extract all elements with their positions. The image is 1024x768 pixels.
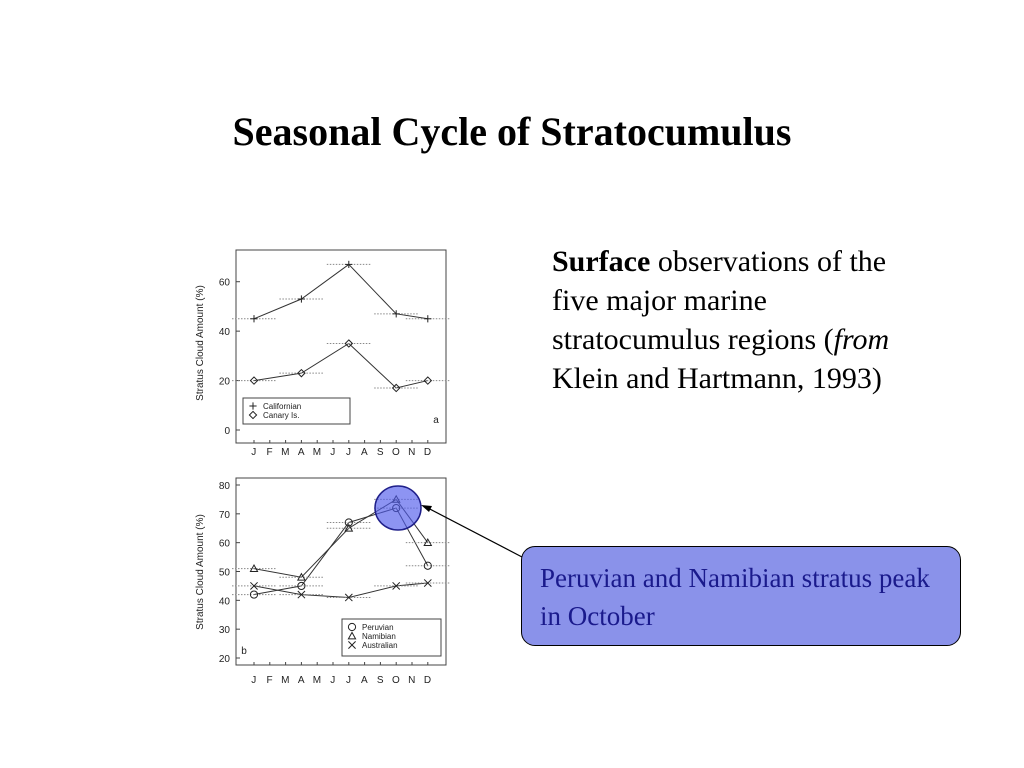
october-peak-highlight — [374, 485, 422, 531]
x-tick-label: F — [266, 675, 273, 686]
triangle-marker — [249, 563, 259, 572]
x-tick-label: A — [298, 447, 305, 458]
x-tick-label: D — [424, 675, 432, 686]
circle-marker — [344, 518, 353, 527]
y-tick-label: 60 — [219, 539, 231, 550]
x-marker-b — [250, 581, 258, 590]
y-tick-label: 50 — [219, 568, 231, 579]
x-tick-label: M — [281, 675, 290, 686]
series-canary-is — [232, 339, 450, 393]
panel-label: a — [433, 415, 439, 426]
y-tick-label: 60 — [219, 278, 231, 289]
x-marker-b — [392, 581, 401, 590]
slide-title: Seasonal Cycle of Stratocumulus — [232, 109, 792, 154]
circle-marker — [423, 561, 432, 570]
x-tick-label: S — [377, 675, 384, 686]
x-tick-label: M — [313, 675, 322, 686]
x-tick-label: J — [346, 675, 352, 686]
x-marker-b — [344, 593, 353, 602]
x-marker-b — [297, 590, 306, 599]
diamond-marker — [344, 339, 354, 348]
description-part2: Klein and Hartmann, 1993) — [552, 362, 882, 395]
panel-label: b — [241, 646, 247, 657]
legend-box — [341, 618, 442, 657]
peak-annotation — [374, 485, 523, 558]
series-line — [253, 582, 428, 598]
legend-entry: Californian — [263, 402, 301, 411]
x-tick-label: A — [361, 447, 368, 458]
y-axis-label: Stratus Cloud Amount (%) — [195, 514, 206, 630]
y-tick-label: 30 — [219, 625, 231, 636]
callout-text: Peruvian and Namibian stratus peak in Oc… — [540, 563, 930, 631]
y-tick-label: 70 — [219, 510, 231, 521]
x-tick-label: N — [408, 447, 416, 458]
series-line — [253, 342, 428, 389]
legend-entry: Australian — [362, 641, 398, 650]
x-tick-label: D — [424, 447, 432, 458]
circle-marker — [249, 590, 259, 599]
legend-entry: Namibian — [362, 632, 396, 641]
diamond-marker — [248, 410, 258, 420]
circle-marker — [297, 581, 306, 591]
x-tick-label: A — [298, 675, 305, 686]
triangle-marker — [344, 523, 354, 532]
series-californian — [232, 260, 450, 323]
legend-box — [242, 397, 351, 425]
series-australian — [232, 579, 450, 602]
plot-frame — [235, 249, 447, 444]
x-tick-label: J — [330, 447, 336, 458]
y-tick-label: 0 — [224, 426, 230, 437]
x-tick-label: J — [330, 675, 336, 686]
diamond-marker — [297, 368, 306, 378]
triangle-marker — [347, 631, 357, 640]
x-tick-label: A — [361, 675, 368, 686]
triangle-marker — [423, 538, 433, 547]
x-tick-label: M — [281, 447, 290, 458]
y-tick-label: 80 — [219, 481, 231, 492]
diamond-marker — [249, 376, 259, 385]
x-marker-b — [423, 579, 432, 587]
x-tick-label: O — [392, 675, 400, 686]
x-tick-label: O — [392, 447, 400, 458]
description-bold: Surface — [552, 245, 651, 278]
x-tick-label: J — [251, 447, 257, 458]
x-tick-label: M — [313, 447, 322, 458]
callout-arrow-line — [423, 505, 523, 558]
y-axis-label: Stratus Cloud Amount (%) — [195, 285, 206, 401]
legend-entry: Peruvian — [362, 623, 394, 632]
description-text: Surface observations of the five major m… — [552, 242, 912, 398]
x-tick-label: N — [408, 675, 416, 686]
x-tick-label: J — [251, 675, 257, 686]
y-tick-label: 20 — [219, 377, 231, 388]
description-part1: observations of the five major marine st… — [552, 245, 887, 356]
x-tick-label: J — [346, 447, 352, 458]
triangle-marker — [296, 572, 306, 581]
y-tick-label: 40 — [219, 596, 231, 607]
y-tick-label: 40 — [219, 327, 231, 338]
x-marker-b — [348, 641, 356, 649]
description-italic: from — [833, 323, 890, 356]
legend-entry: Canary Is. — [263, 411, 299, 420]
y-tick-label: 20 — [219, 654, 231, 665]
x-tick-label: F — [266, 447, 273, 458]
callout-box: Peruvian and Namibian stratus peak in Oc… — [521, 546, 961, 646]
diamond-marker — [391, 383, 401, 393]
arrow-head-icon — [421, 505, 432, 512]
series-line — [253, 263, 428, 320]
x-tick-label: S — [377, 447, 384, 458]
diamond-marker — [423, 376, 433, 385]
circle-marker — [347, 622, 357, 632]
